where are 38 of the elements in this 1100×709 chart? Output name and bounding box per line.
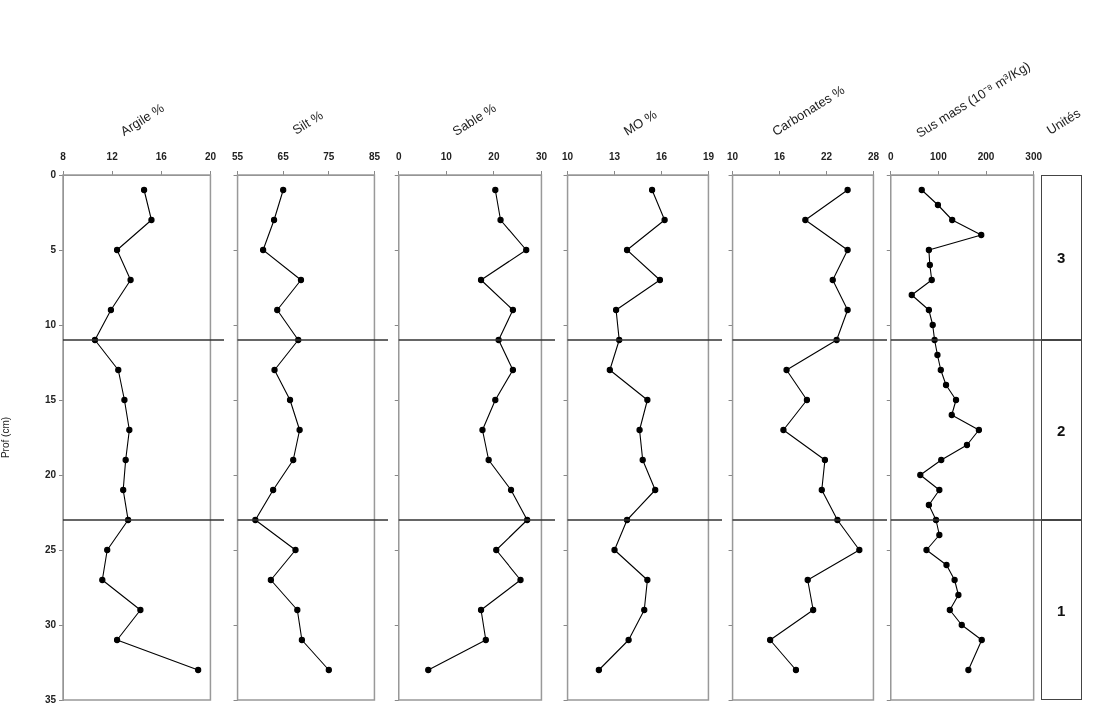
units-column: 3 2 1	[1040, 175, 1082, 700]
y-tick-label: 35	[44, 693, 57, 705]
x-tick-label: 30	[535, 150, 548, 162]
x-tick-label: 22	[820, 150, 833, 162]
y-tick-label: 0	[50, 168, 57, 180]
x-tick-label: 200	[977, 150, 995, 162]
y-tick-label: 30	[44, 618, 57, 630]
y-tick-label: 20	[44, 468, 57, 480]
x-tick-label: 10	[440, 150, 453, 162]
x-tick-label: 20	[488, 150, 500, 162]
x-tick-label: 16	[155, 150, 168, 162]
x-tick-label: 85	[368, 150, 381, 162]
x-tick-label: 65	[277, 150, 290, 162]
x-tick-label: 12	[106, 150, 119, 162]
y-tick-label: 10	[44, 318, 57, 330]
y-axis-title: Prof (cm)	[0, 416, 11, 459]
x-tick-label: 16	[773, 150, 786, 162]
x-tick-label: 8	[60, 150, 67, 162]
y-tick-label: 5	[50, 243, 57, 255]
chart-title: Sable %	[449, 99, 499, 139]
chart-title: MO %	[620, 106, 659, 139]
x-tick-label: 16	[655, 150, 668, 162]
x-tick-label: 20	[204, 150, 217, 162]
y-tick-label: 25	[44, 543, 57, 555]
y-tick-label: 15	[44, 393, 57, 405]
x-tick-label: 13	[608, 150, 621, 162]
x-tick-label: 19	[702, 150, 715, 162]
x-tick-label: 10	[562, 150, 574, 162]
x-tick-label: 10	[727, 150, 739, 162]
x-tick-label: 0	[888, 150, 894, 162]
x-tick-label: 75	[323, 150, 335, 162]
x-tick-label: 0	[396, 150, 402, 162]
x-tick-label: 100	[930, 150, 948, 162]
x-tick-label: 28	[867, 150, 880, 162]
chart-title: Silt %	[289, 107, 326, 139]
x-tick-label: 300	[1025, 150, 1043, 162]
chart-title: Argile %	[117, 99, 167, 139]
x-tick-label: 55	[232, 150, 244, 162]
